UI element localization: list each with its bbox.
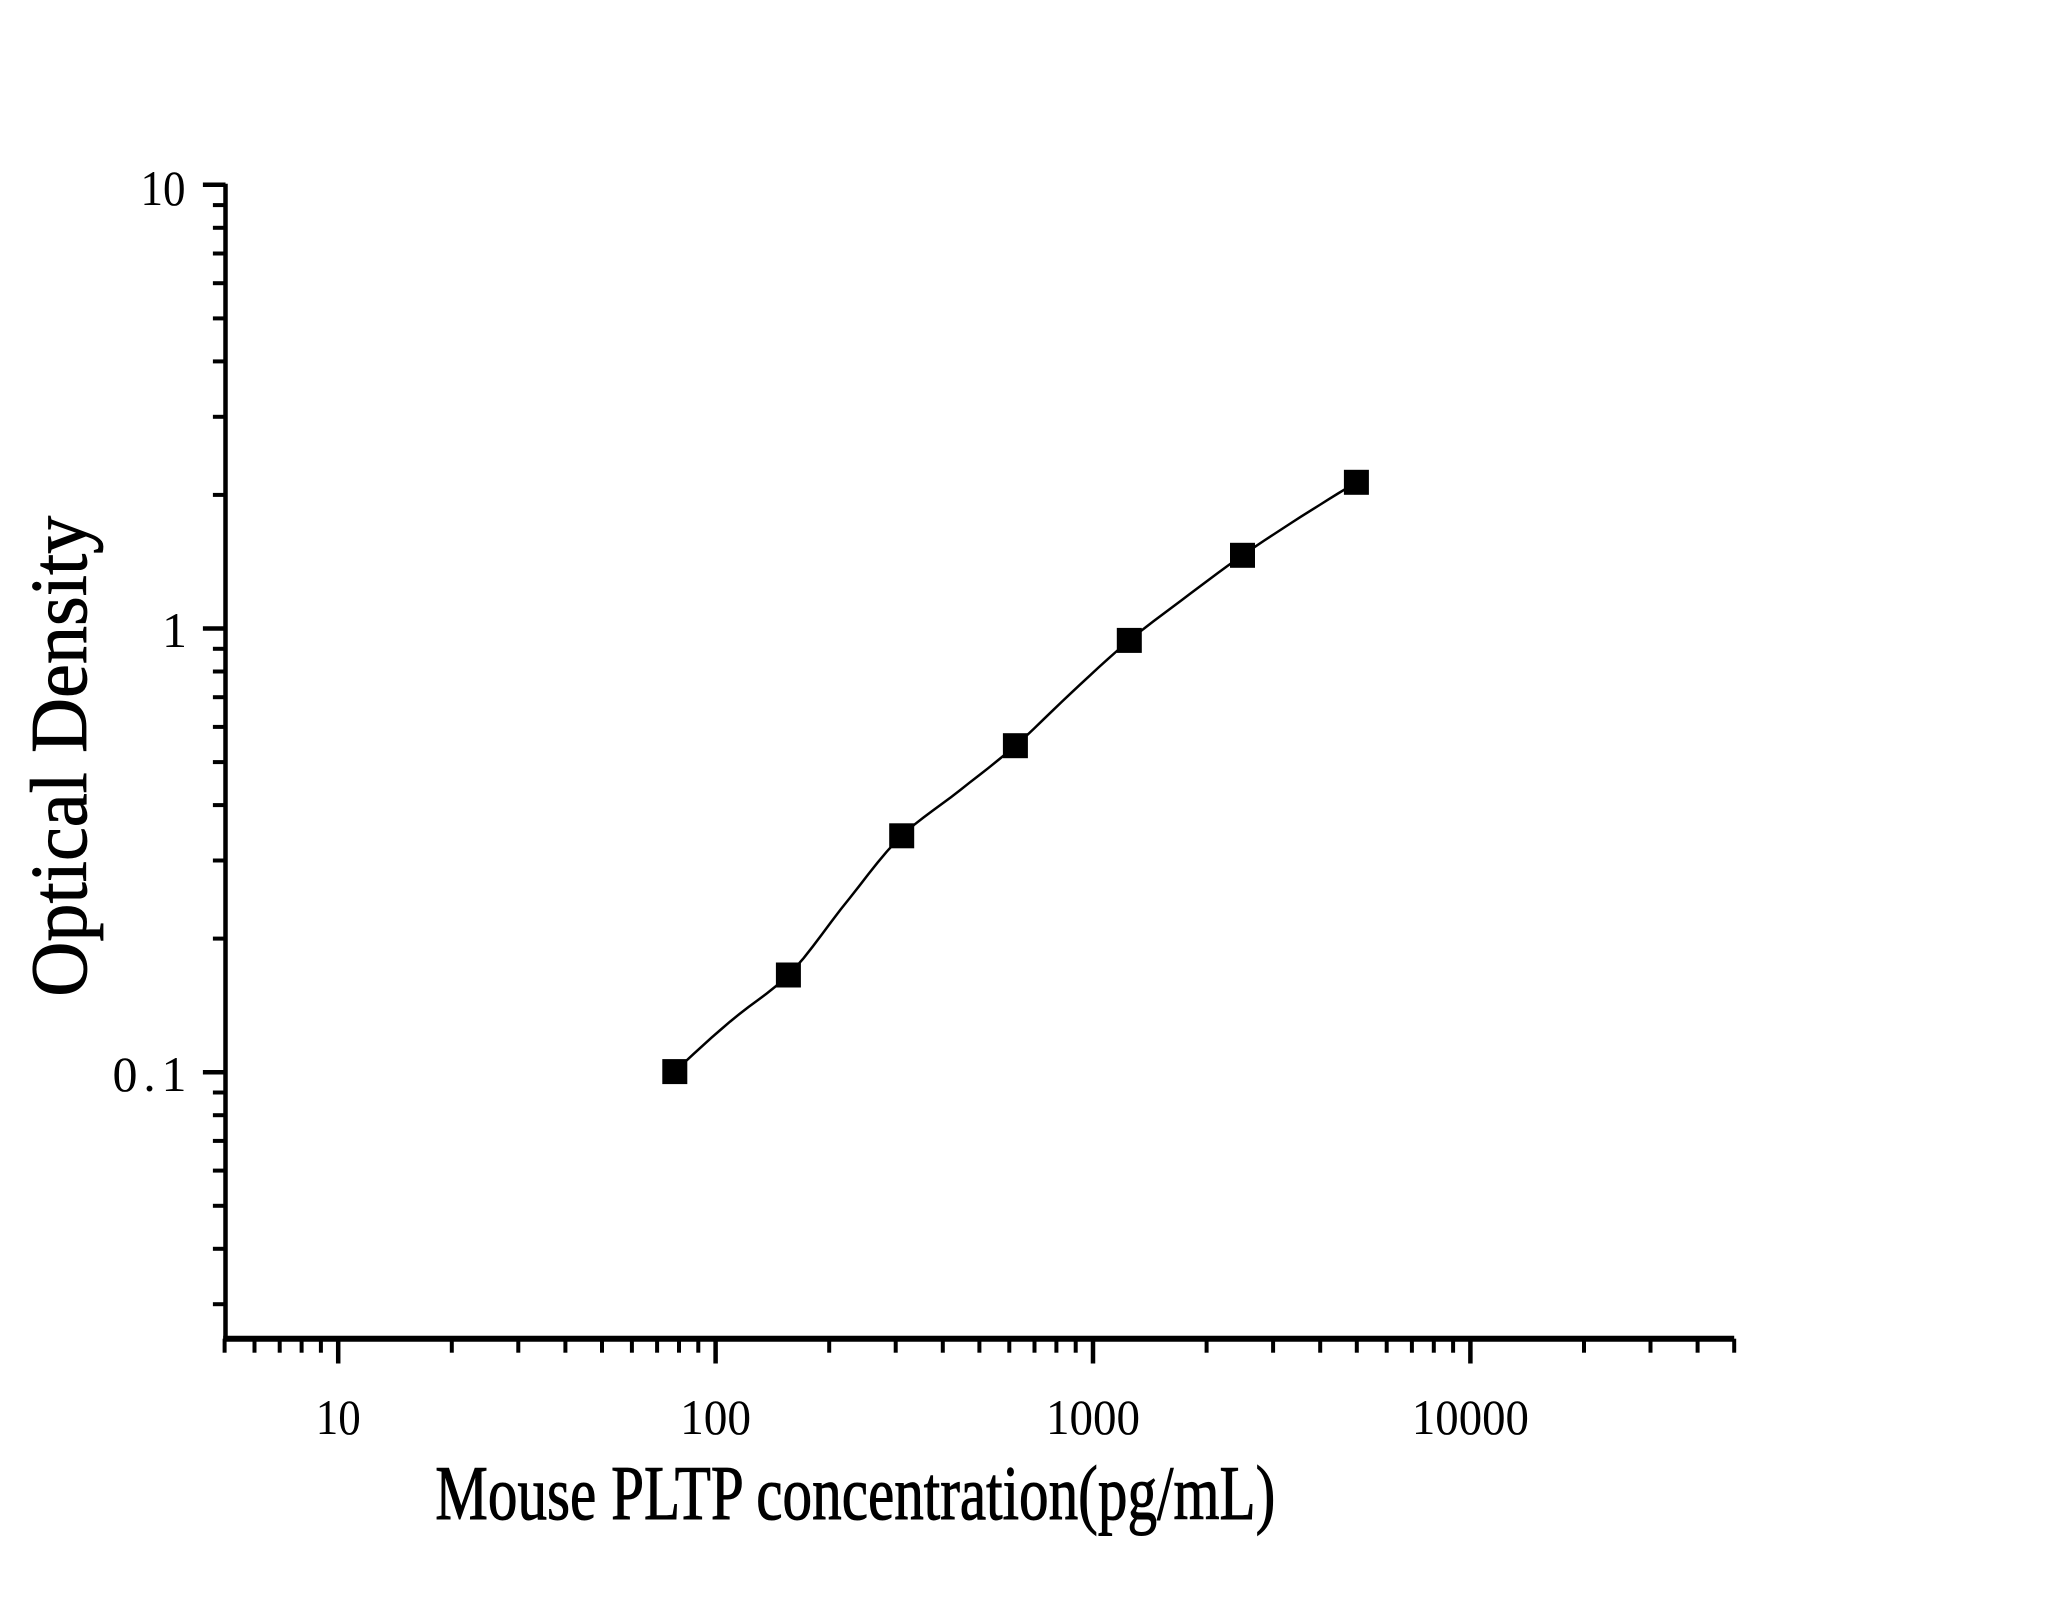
svg-text:10: 10: [141, 160, 186, 216]
svg-text:100: 100: [680, 1389, 751, 1445]
svg-text:1: 1: [162, 602, 187, 658]
svg-text:1000: 1000: [1046, 1389, 1140, 1445]
svg-text:10: 10: [316, 1389, 361, 1445]
svg-text:Optical Density: Optical Density: [16, 516, 104, 997]
svg-text:0.1: 0.1: [113, 1046, 187, 1102]
svg-text:Mouse PLTP concentration(pg/mL: Mouse PLTP concentration(pg/mL): [435, 1450, 1275, 1536]
svg-text:10000: 10000: [1412, 1389, 1529, 1445]
